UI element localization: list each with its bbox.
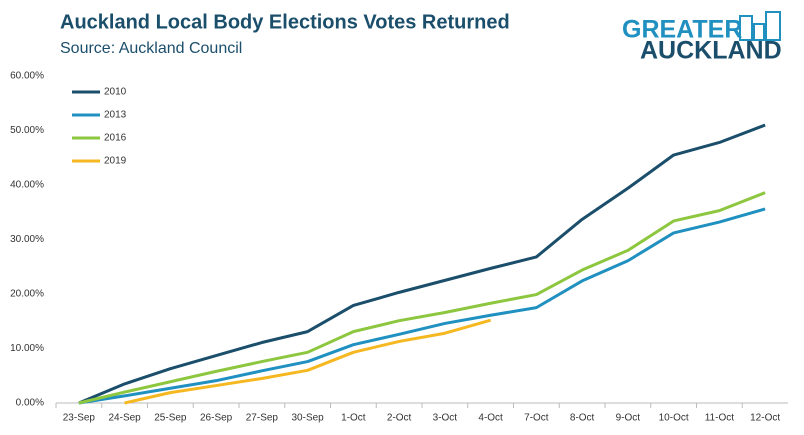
y-tick-label: 40.00% (10, 180, 44, 191)
x-tick-label: 12-Oct (750, 413, 780, 424)
x-tick-label: 24-Sep (109, 413, 142, 424)
x-tick-label: 11-Oct (705, 413, 734, 424)
y-tick-label: 60.00% (10, 71, 44, 82)
x-tick-label: 23-Sep (63, 413, 96, 424)
logo-text: AUCKLAND (640, 37, 782, 65)
x-tick-label: 9-Oct (616, 413, 641, 424)
logo-text: GREATER (622, 16, 742, 44)
legend-label: 2013 (104, 110, 127, 121)
y-tick-label: 50.00% (10, 125, 44, 136)
x-tick-label: 30-Sep (292, 413, 325, 424)
y-tick-label: 10.00% (10, 343, 44, 354)
legend-label: 2010 (104, 87, 127, 98)
series-line (78, 123, 766, 405)
logo: GREATER AUCKLAND (622, 11, 782, 65)
y-tick-label: 20.00% (10, 289, 44, 300)
x-tick-label: 4-Oct (478, 413, 503, 424)
series-line (78, 191, 766, 405)
x-tick-label: 3-Oct (433, 413, 458, 424)
series-line (124, 318, 492, 405)
x-tick-label: 2-Oct (387, 413, 412, 424)
legend-label: 2016 (104, 133, 127, 144)
y-tick-label: 0.00% (16, 398, 44, 409)
x-tick-label: 8-Oct (570, 413, 595, 424)
x-tick-label: 7-Oct (524, 413, 549, 424)
series-line (78, 207, 766, 405)
x-tick-label: 1-Oct (341, 413, 366, 424)
chart-title: Auckland Local Body Elections Votes Retu… (60, 11, 510, 33)
x-tick-label: 25-Sep (154, 413, 187, 424)
chart-subtitle: Source: Auckland Council (60, 40, 242, 57)
y-tick-label: 30.00% (10, 234, 44, 245)
x-tick-label: 27-Sep (246, 413, 279, 424)
logo-icon (739, 11, 781, 41)
x-tick-label: 10-Oct (659, 413, 689, 424)
x-tick-label: 26-Sep (200, 413, 233, 424)
legend-label: 2019 (104, 156, 127, 167)
